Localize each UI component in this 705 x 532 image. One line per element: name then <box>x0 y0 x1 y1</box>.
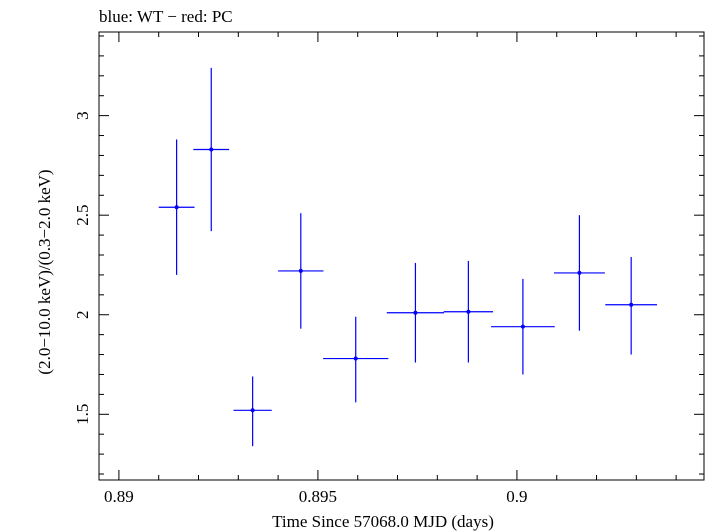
data-point <box>605 256 658 355</box>
data-point <box>193 67 230 232</box>
y-tick-label: 3 <box>73 111 92 120</box>
point-marker <box>629 302 634 307</box>
point-marker <box>174 205 179 210</box>
point-marker <box>520 324 525 329</box>
x-tick-label: 0.89 <box>104 487 134 506</box>
plot-frame <box>98 31 705 481</box>
data-point <box>278 213 324 329</box>
y-tick-label: 2 <box>73 310 92 319</box>
data-point <box>386 262 445 363</box>
axis-ticks <box>99 32 704 480</box>
data-point <box>491 278 555 375</box>
data-point <box>553 215 605 331</box>
data-point <box>233 376 272 447</box>
y-tick-label: 1.5 <box>73 404 92 425</box>
data-point <box>158 139 195 275</box>
point-marker <box>353 356 358 361</box>
data-point <box>443 260 494 363</box>
x-tick-label: 0.895 <box>299 487 337 506</box>
chart-title: blue: WT − red: PC <box>99 7 233 26</box>
point-marker <box>466 309 471 314</box>
point-marker <box>250 408 255 413</box>
data-point <box>323 316 389 403</box>
y-tick-label: 2.5 <box>73 205 92 226</box>
data-points <box>158 67 658 447</box>
y-axis-label: (2.0−10.0 keV)/(0.3−2.0 keV) <box>35 169 54 374</box>
point-marker <box>577 270 582 275</box>
point-marker <box>298 268 303 273</box>
point-marker <box>413 310 418 315</box>
x-tick-labels: 0.89 0.895 0.9 <box>104 487 528 506</box>
x-tick-label: 0.9 <box>506 487 527 506</box>
x-axis-label: Time Since 57068.0 MJD (days) <box>272 512 494 531</box>
y-tick-labels: 1.5 2 2.5 3 <box>73 111 92 425</box>
point-marker <box>209 147 214 152</box>
